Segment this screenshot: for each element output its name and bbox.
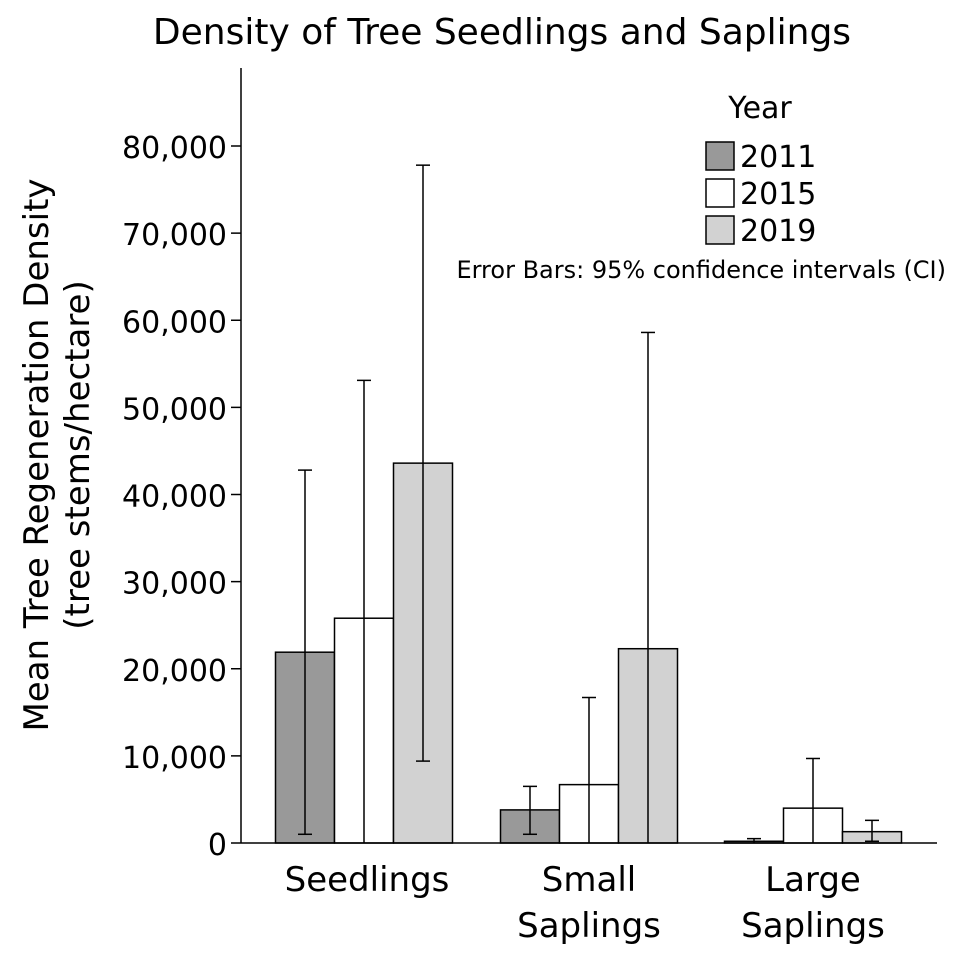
- legend-swatch-2019: [705, 215, 735, 245]
- y-axis-label-line-1: Mean Tree Regeneration Density: [17, 178, 57, 731]
- y-tick-label: 20,000: [122, 654, 227, 689]
- legend-title: Year: [727, 91, 792, 126]
- y-axis-label-line-2: (tree stems/hectare): [58, 280, 98, 629]
- x-tick-label: Large: [765, 860, 861, 900]
- legend-swatch-2015: [705, 178, 735, 208]
- error-bar-note: Error Bars: 95% confidence intervals (CI…: [456, 256, 946, 284]
- error-bar-2019-1: [641, 331, 655, 843]
- error-bar-2015-0: [357, 379, 371, 843]
- y-tick-label: 50,000: [122, 392, 227, 427]
- error-bar-2015-1: [582, 696, 596, 843]
- x-tick-label: Saplings: [517, 906, 661, 946]
- x-axis: Seedlings Small Saplings Large Saplings: [241, 842, 937, 946]
- y-tick-label: 0: [208, 828, 227, 863]
- legend-label-2011: 2011: [740, 140, 816, 175]
- y-tick-label: 70,000: [122, 218, 227, 253]
- y-tick-label: 60,000: [122, 305, 227, 340]
- legend-swatch-2011: [705, 141, 735, 171]
- y-tick-label: 40,000: [122, 480, 227, 515]
- y-axis-label: Mean Tree Regeneration Density (tree ste…: [17, 178, 98, 731]
- x-tick-label: Small: [542, 860, 636, 900]
- error-bars: [298, 164, 879, 843]
- error-bar-2011-1: [523, 785, 537, 836]
- y-axis: 0 10,000 20,000 30,000 40,000 50,000 60,000 70,…: [122, 68, 242, 863]
- chart-title: Density of Tree Seedlings and Saplings: [153, 12, 851, 53]
- y-tick-label: 80,000: [122, 131, 227, 166]
- y-tick-label: 10,000: [122, 741, 227, 776]
- y-tick-label: 30,000: [122, 567, 227, 602]
- error-bar-2019-2: [865, 819, 879, 843]
- x-tick-label: Seedlings: [285, 860, 450, 900]
- error-bar-2015-2: [806, 757, 820, 843]
- x-tick-label: Saplings: [741, 906, 885, 946]
- error-bar-2011-0: [298, 469, 312, 836]
- legend-label-2019: 2019: [740, 214, 816, 249]
- legend-label-2015: 2015: [740, 177, 816, 212]
- error-bar-2019-0: [416, 164, 430, 762]
